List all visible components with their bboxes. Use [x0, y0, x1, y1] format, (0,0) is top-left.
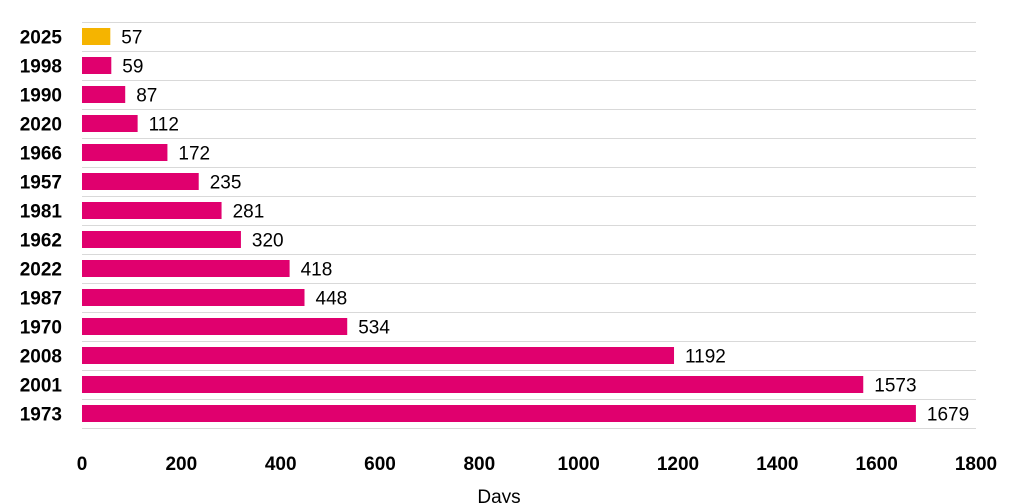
bar-2020: [82, 115, 138, 132]
bar-2025: [82, 28, 111, 45]
bar-1970: [82, 318, 348, 335]
category-label-1962: 1962: [20, 231, 62, 252]
x-tick-label: 1800: [955, 454, 997, 475]
bar-1987: [82, 289, 305, 306]
value-label-1998: 59: [122, 57, 143, 78]
category-label-2008: 2008: [20, 347, 62, 368]
bar-2001: [82, 376, 864, 393]
bar-2022: [82, 260, 290, 277]
value-label-1973: 1679: [927, 405, 969, 426]
bar-1966: [82, 144, 168, 161]
x-tick-label: 0: [77, 454, 88, 475]
x-axis-title: Days: [477, 487, 520, 503]
bar-2008: [82, 347, 675, 364]
bar-1981: [82, 202, 222, 219]
x-tick-label: 200: [165, 454, 197, 475]
category-label-1966: 1966: [20, 144, 62, 165]
bar-1998: [82, 57, 112, 74]
category-label-1990: 1990: [20, 86, 62, 107]
value-label-1957: 235: [210, 173, 242, 194]
category-labels: 2025 1998 1990 2020 1966 1957 1981 1962 2022 1987…: [20, 28, 63, 426]
value-label-1970: 534: [358, 318, 390, 339]
bar-1957: [82, 173, 199, 190]
value-label-1981: 281: [233, 202, 265, 223]
category-label-2022: 2022: [20, 260, 62, 281]
x-tick-label: 1200: [657, 454, 699, 475]
x-tick-label: 400: [265, 454, 297, 475]
category-label-1987: 1987: [20, 289, 62, 310]
gridlines: [82, 22, 976, 429]
bar-1962: [82, 231, 241, 248]
category-label-2001: 2001: [20, 376, 63, 397]
x-tick-label: 600: [364, 454, 396, 475]
bars: [82, 28, 916, 422]
value-label-2001: 1573: [874, 376, 916, 397]
value-label-1962: 320: [252, 231, 284, 252]
value-label-2025: 57: [121, 28, 142, 49]
x-tick-label: 800: [463, 454, 495, 475]
bar-1973: [82, 405, 916, 422]
value-label-2020: 112: [149, 115, 179, 136]
category-label-1998: 1998: [20, 57, 62, 78]
value-label-1966: 172: [178, 144, 210, 165]
category-label-2025: 2025: [20, 28, 63, 49]
value-label-2008: 1192: [685, 347, 726, 368]
value-label-2022: 418: [301, 260, 333, 281]
value-label-1990: 87: [136, 86, 157, 107]
bar-1990: [82, 86, 126, 103]
category-label-1957: 1957: [20, 173, 62, 194]
category-label-1973: 1973: [20, 405, 62, 426]
x-tick-label: 1400: [756, 454, 798, 475]
x-axis-ticks: 0 200 400 600 800 1000 1200 1400 1600 1800: [77, 454, 997, 475]
category-label-2020: 2020: [20, 115, 62, 136]
x-tick-label: 1600: [856, 454, 898, 475]
x-tick-label: 1000: [558, 454, 600, 475]
category-label-1970: 1970: [20, 318, 62, 339]
category-label-1981: 1981: [20, 202, 63, 223]
value-label-1987: 448: [316, 289, 348, 310]
